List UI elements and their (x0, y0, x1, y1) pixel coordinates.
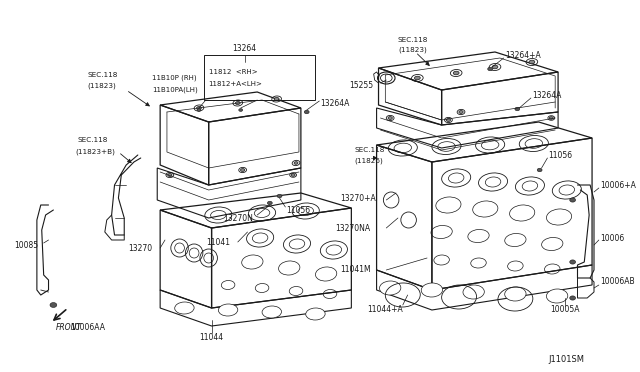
Text: (11823): (11823) (398, 47, 427, 53)
Ellipse shape (262, 306, 282, 318)
Ellipse shape (537, 168, 542, 172)
Ellipse shape (549, 117, 553, 119)
Text: 13270N: 13270N (223, 214, 253, 222)
Ellipse shape (274, 97, 279, 100)
Text: 10085: 10085 (15, 241, 38, 250)
Ellipse shape (291, 174, 295, 176)
Text: 13264+A: 13264+A (505, 51, 540, 60)
Ellipse shape (197, 109, 201, 111)
Text: 11056: 11056 (548, 151, 573, 160)
Text: 11812  <RH>: 11812 <RH> (209, 69, 257, 75)
Text: 11044: 11044 (200, 334, 223, 343)
Ellipse shape (547, 289, 568, 303)
Text: 11044+A: 11044+A (367, 305, 403, 314)
Text: 13270+A: 13270+A (340, 193, 376, 202)
Text: SEC.118: SEC.118 (355, 147, 385, 153)
Ellipse shape (570, 296, 575, 300)
Text: J1101SM: J1101SM (548, 356, 584, 365)
Text: (11826): (11826) (355, 158, 383, 164)
Ellipse shape (277, 194, 282, 198)
Ellipse shape (515, 107, 520, 111)
Ellipse shape (236, 102, 240, 105)
Ellipse shape (196, 106, 202, 109)
Text: (11823+B): (11823+B) (76, 149, 116, 155)
Text: 10006AA: 10006AA (70, 324, 105, 333)
Ellipse shape (570, 260, 575, 264)
Ellipse shape (415, 76, 420, 80)
Text: 15255: 15255 (349, 80, 374, 90)
Text: 13270: 13270 (128, 244, 152, 253)
Text: 13264: 13264 (232, 44, 257, 52)
Text: (11823): (11823) (87, 83, 116, 89)
Text: 11812+A<LH>: 11812+A<LH> (209, 81, 262, 87)
Ellipse shape (446, 119, 451, 121)
Ellipse shape (50, 302, 57, 307)
Ellipse shape (459, 110, 463, 113)
Text: 11041: 11041 (206, 237, 230, 247)
Text: 11B10PA(LH): 11B10PA(LH) (152, 87, 198, 93)
Ellipse shape (306, 308, 325, 320)
Text: 10006AB: 10006AB (600, 278, 634, 286)
Ellipse shape (304, 110, 309, 114)
Text: 10005A: 10005A (550, 305, 580, 314)
Text: 10006: 10006 (600, 234, 624, 243)
Ellipse shape (168, 174, 172, 176)
Ellipse shape (488, 67, 493, 71)
Text: 11B10P (RH): 11B10P (RH) (152, 75, 197, 81)
Ellipse shape (570, 198, 575, 202)
Text: 13270NA: 13270NA (335, 224, 370, 232)
Text: SEC.118: SEC.118 (398, 37, 428, 43)
Text: 13264A: 13264A (532, 90, 561, 99)
Text: SEC.118: SEC.118 (77, 137, 108, 143)
Ellipse shape (453, 71, 459, 75)
Ellipse shape (505, 287, 526, 301)
Ellipse shape (239, 109, 243, 111)
Ellipse shape (218, 304, 238, 316)
Text: FRONT: FRONT (56, 324, 83, 333)
Text: 13264A: 13264A (320, 99, 349, 108)
Ellipse shape (241, 169, 244, 171)
Ellipse shape (268, 201, 272, 205)
Ellipse shape (492, 65, 498, 69)
Ellipse shape (529, 60, 535, 64)
Ellipse shape (463, 285, 484, 299)
Text: 11056: 11056 (286, 205, 310, 215)
Ellipse shape (380, 281, 401, 295)
Text: SEC.118: SEC.118 (87, 72, 118, 78)
Text: 11041M: 11041M (340, 266, 371, 275)
Ellipse shape (175, 302, 194, 314)
Ellipse shape (294, 162, 298, 164)
Ellipse shape (388, 116, 392, 119)
Ellipse shape (421, 283, 443, 297)
Text: 10006+A: 10006+A (600, 180, 636, 189)
